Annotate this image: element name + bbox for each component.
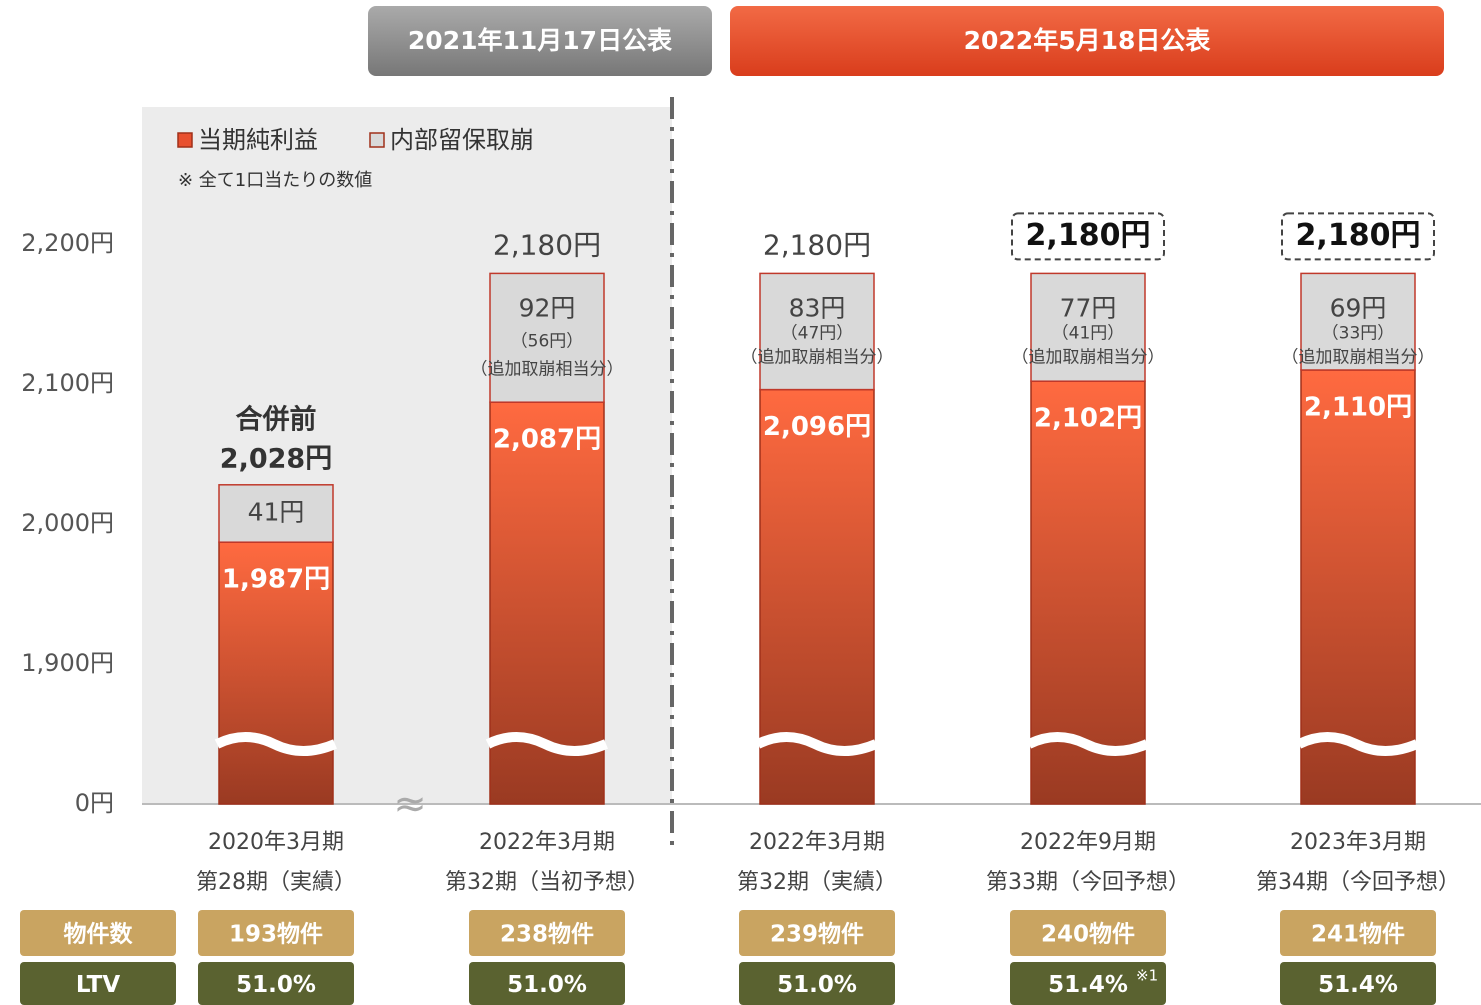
break-wave <box>1296 732 1419 756</box>
x-tick-label: 2022年3月期 <box>749 830 885 855</box>
cell-note: ※1 <box>1136 967 1158 985</box>
value-label: 2,096円 <box>763 412 871 442</box>
header-box <box>730 6 1444 76</box>
break-wave <box>1026 732 1149 756</box>
row-header: 物件数 <box>64 921 134 948</box>
legend-swatch <box>177 132 193 148</box>
y-tick-label: 2,000円 <box>21 509 114 537</box>
total-label: 2,180円 <box>1026 218 1151 253</box>
bar-segment <box>1300 369 1416 805</box>
cell: 51.0% <box>236 972 316 998</box>
sub-label: （追加取崩相当分） <box>471 359 624 379</box>
x-tick-sublabel: 第33期（今回予想） <box>986 870 1190 895</box>
cell-bg <box>1280 962 1436 1005</box>
cell-bg <box>1010 910 1166 956</box>
value-label: 2,087円 <box>493 425 601 455</box>
value-label: 69円 <box>1330 293 1387 322</box>
sub-label: （56円） <box>511 331 584 351</box>
x-tick-label: 2022年3月期 <box>479 830 615 855</box>
cell-bg <box>469 910 625 956</box>
cell: 239物件 <box>770 921 864 948</box>
x-tick-label: 2020年3月期 <box>208 830 344 855</box>
note: ※ 全て1口当たりの数値 <box>178 170 372 191</box>
row-header-bg <box>20 962 176 1005</box>
cell-bg <box>198 962 354 1005</box>
sub-label: （追加取崩相当分） <box>1012 347 1165 367</box>
total-label: 2,180円 <box>763 228 871 261</box>
cell-bg <box>198 910 354 956</box>
cell-bg <box>739 962 895 1005</box>
x-tick-sublabel: 第32期（当初予想） <box>445 870 649 895</box>
cell-bg <box>1010 962 1166 1005</box>
total-label: 2,180円 <box>493 228 601 261</box>
y-tick-label: 1,900円 <box>21 649 114 677</box>
x-tick-label: 2022年9月期 <box>1020 830 1156 855</box>
value-label: 2,110円 <box>1304 393 1412 423</box>
value-label: 1,987円 <box>222 565 330 595</box>
sub-label: （追加取崩相当分） <box>1282 347 1435 367</box>
x-tick-label: 2023年3月期 <box>1290 830 1426 855</box>
value-label: 41円 <box>248 498 305 527</box>
y-tick-label: 2,100円 <box>21 369 114 397</box>
cell-bg <box>1280 910 1436 956</box>
header: 2022年5月18日公表 <box>964 26 1212 55</box>
total-box <box>1281 212 1435 261</box>
value-label: 2,102円 <box>1034 404 1142 434</box>
bar-segment <box>759 272 875 391</box>
cell: 51.4% <box>1318 972 1398 998</box>
y-tick-label: 0円 <box>75 789 114 817</box>
sub-label: （41円） <box>1052 323 1125 343</box>
header-box <box>368 6 712 76</box>
y-tick-label: 2,200円 <box>21 229 114 257</box>
break-wave <box>214 732 337 756</box>
row-header-bg <box>20 910 176 956</box>
total-label: 2,028円 <box>220 443 332 474</box>
sub-label: （33円） <box>1322 323 1395 343</box>
header: 2021年11月17日公表 <box>408 26 673 55</box>
total-box <box>1011 212 1165 261</box>
cell: 51.0% <box>777 972 857 998</box>
x-tick-sublabel: 第34期（今回予想） <box>1256 870 1460 895</box>
value-label: 77円 <box>1060 293 1117 322</box>
total-label: 2,180円 <box>1296 218 1421 253</box>
sub-label: （47円） <box>781 323 854 343</box>
break-wave <box>755 732 878 756</box>
value-label: 92円 <box>519 293 576 322</box>
legend-swatch <box>369 132 385 148</box>
bar-segment <box>218 484 334 543</box>
legend-label: 当期純利益 <box>198 126 318 154</box>
value-label: 83円 <box>789 293 846 322</box>
break-mark: ≈ <box>393 781 427 827</box>
bar-segment <box>1300 272 1416 371</box>
cell: 51.4% <box>1048 972 1128 998</box>
break-wave <box>485 732 608 756</box>
bar-segment <box>1030 272 1146 382</box>
cell-bg <box>469 962 625 1005</box>
cell: 241物件 <box>1311 921 1405 948</box>
x-tick-sublabel: 第28期（実績） <box>196 870 356 895</box>
cell: 238物件 <box>500 921 594 948</box>
sub-label: （追加取崩相当分） <box>741 347 894 367</box>
x-tick-sublabel: 第32期（実績） <box>737 870 897 895</box>
legend-label: 内部留保取崩 <box>390 126 534 154</box>
cell-bg <box>739 910 895 956</box>
cell: 51.0% <box>507 972 587 998</box>
cell: 193物件 <box>229 921 323 948</box>
pre-merger-label: 合併前 <box>236 403 317 435</box>
row-header: LTV <box>76 972 121 998</box>
cell: 240物件 <box>1041 921 1135 948</box>
bar-segment <box>489 272 605 403</box>
